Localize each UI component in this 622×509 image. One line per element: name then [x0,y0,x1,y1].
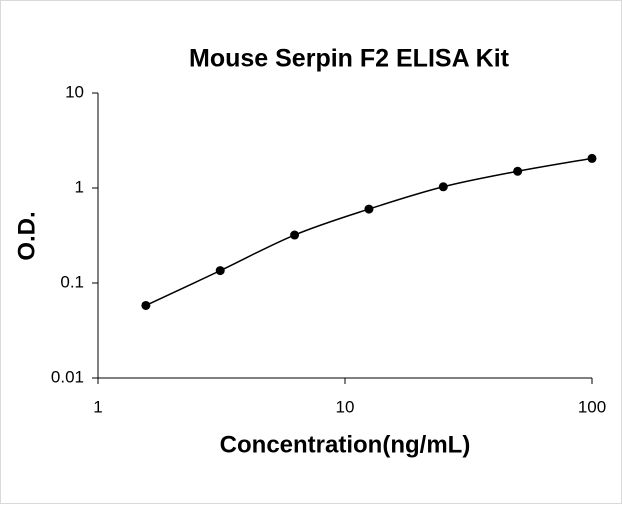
data-point [438,182,448,192]
x-tick-label: 1 [93,397,102,416]
x-tick-label: 10 [336,397,355,416]
x-tick-label: 100 [578,397,606,416]
data-point [364,204,374,214]
data-point [513,166,523,176]
data-point [587,153,597,163]
y-tick-label: 1 [75,177,84,196]
chart-title: Mouse Serpin F2 ELISA Kit [189,45,510,73]
data-point [290,230,300,240]
data-point [215,266,225,276]
y-tick-label: 0.01 [51,367,84,386]
x-axis-label: Concentration(ng/mL) [220,431,471,458]
y-tick-label: 10 [65,82,84,101]
y-axis-label: O.D. [13,211,40,260]
data-point [141,300,151,310]
y-tick-label: 0.1 [60,272,84,291]
